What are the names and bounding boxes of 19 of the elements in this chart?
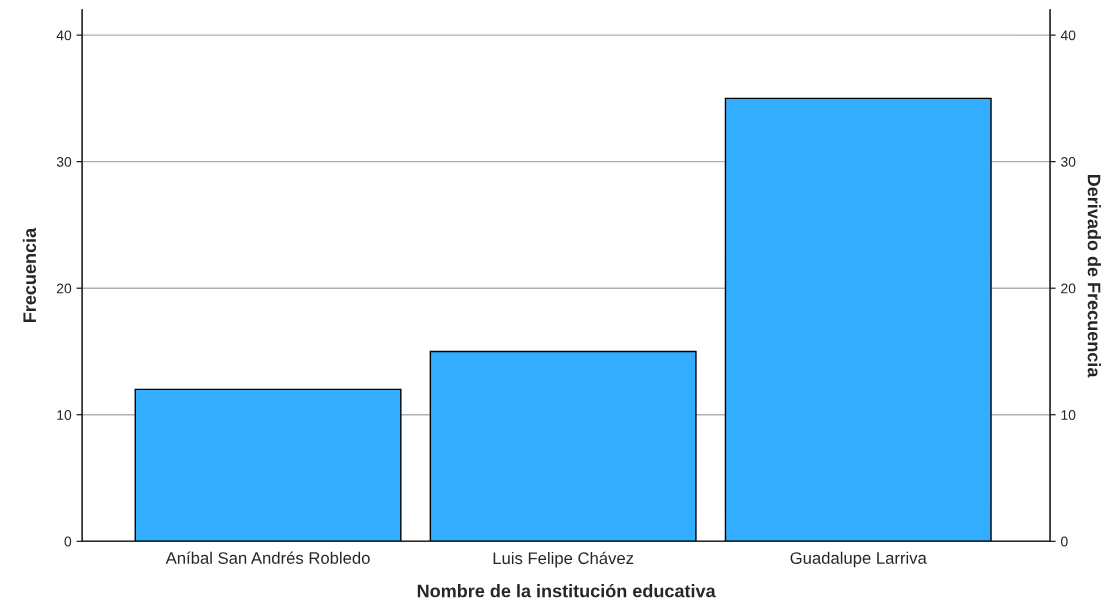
y-tick-label: 10 xyxy=(57,410,72,420)
y-tick-label: 20 xyxy=(56,283,72,294)
y2-tick-label: 10 xyxy=(1061,410,1076,420)
bar xyxy=(724,97,992,542)
y2-tick-label: 0 xyxy=(1061,536,1068,547)
y2-tick-label: 30 xyxy=(1061,156,1076,167)
x-tick-label: Aníbal San Andrés Robledo xyxy=(165,551,370,564)
y2-axis-title: Derivado de Frecuencia xyxy=(1087,174,1101,378)
x-axis-title: Nombre de la institución educativa xyxy=(417,583,716,598)
x-tick-label: Luis Felipe Chávez xyxy=(493,551,634,568)
y-axis-title: Frecuencia xyxy=(22,227,37,322)
y2-tick-label: 20 xyxy=(1061,283,1076,294)
y2-tick-label: 40 xyxy=(1060,30,1076,41)
x-tick-label: Guadalupe Larriva xyxy=(790,551,927,568)
y-tick-label: 40 xyxy=(56,30,72,41)
y-tick-label: 0 xyxy=(64,536,72,547)
y-tick-label: 30 xyxy=(56,156,72,167)
bar xyxy=(134,388,402,542)
bar xyxy=(429,350,697,542)
